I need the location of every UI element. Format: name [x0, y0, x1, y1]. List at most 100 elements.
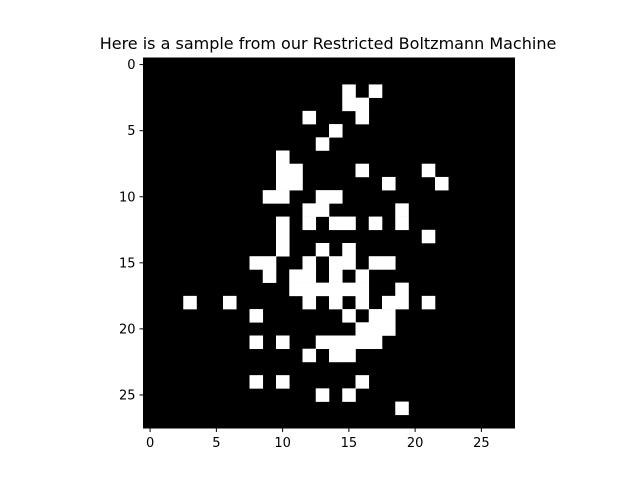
- heatmap-cell: [342, 309, 356, 323]
- y-tick-label: 10: [119, 190, 136, 205]
- x-tick-label: 0: [146, 436, 154, 451]
- heatmap-cell: [262, 269, 277, 283]
- heatmap-cell: [368, 216, 383, 231]
- heatmap-cell: [355, 282, 370, 297]
- heatmap-cell: [355, 269, 370, 283]
- heatmap-cell: [329, 256, 343, 270]
- heatmap-cell: [302, 282, 317, 297]
- heatmap-cell: [342, 216, 356, 231]
- plot-frame: [143, 57, 515, 429]
- y-tick-label: 5: [127, 124, 135, 139]
- heatmap-cell: [315, 190, 330, 204]
- heatmap-cell: [395, 203, 409, 217]
- x-tick-label: 5: [212, 436, 220, 451]
- heatmap-cell: [329, 190, 343, 204]
- heatmap-cell: [382, 295, 396, 310]
- x-tick-label: 20: [407, 436, 424, 451]
- y-tick-label: 0: [127, 58, 135, 73]
- heatmap-cell: [289, 176, 303, 191]
- heatmap-cell: [342, 243, 356, 257]
- heatmap-cell: [262, 190, 277, 204]
- heatmap-cell: [355, 335, 370, 350]
- heatmap-cell: [302, 216, 317, 231]
- heatmap-cell: [315, 388, 330, 402]
- heatmap-cell: [249, 335, 264, 350]
- heatmap-cell: [289, 269, 303, 283]
- heatmap-cell: [249, 256, 264, 270]
- heatmap-cell: [315, 243, 330, 257]
- heatmap-cell: [302, 269, 317, 283]
- x-tick-label: 15: [341, 436, 358, 451]
- heatmap-cell: [183, 295, 197, 310]
- heatmap-cell: [315, 203, 330, 217]
- heatmap-cell: [276, 176, 290, 191]
- heatmap-cell: [315, 137, 330, 151]
- heatmap-cell: [342, 282, 356, 297]
- heatmap-cell: [421, 229, 436, 244]
- y-tick-label: 15: [119, 256, 136, 271]
- heatmap-cell: [329, 282, 343, 297]
- heatmap-cell: [368, 309, 383, 323]
- heatmap-cell: [329, 348, 343, 363]
- heatmap-cell: [355, 295, 370, 310]
- y-axis: 0 5 10 15 20 25: [119, 58, 144, 403]
- heatmap-cell: [302, 256, 317, 270]
- heatmap-cells: [183, 84, 449, 416]
- heatmap-cell: [368, 335, 383, 350]
- x-axis: 0 5 10 15 20 25: [146, 428, 490, 451]
- chart-title: Here is a sample from our Restricted Bol…: [100, 34, 557, 53]
- heatmap-cell: [382, 176, 396, 191]
- heatmap-cell: [276, 229, 290, 244]
- heatmap-cell: [342, 348, 356, 363]
- x-tick-label: 10: [274, 436, 291, 451]
- heatmap-cell: [315, 335, 330, 350]
- heatmap-cell: [342, 84, 356, 98]
- y-tick-label: 25: [119, 388, 136, 403]
- x-tick-label: 25: [473, 436, 490, 451]
- heatmap-cell: [355, 163, 370, 178]
- heatmap-cell: [276, 163, 290, 178]
- heatmap-cell: [302, 203, 317, 217]
- heatmap-cell: [302, 295, 317, 310]
- heatmap-cell: [395, 295, 409, 310]
- heatmap-cell: [276, 150, 290, 165]
- heatmap-cell: [368, 322, 383, 336]
- heatmap-cell: [329, 124, 343, 138]
- heatmap-cell: [249, 309, 264, 323]
- heatmap-cell: [382, 256, 396, 270]
- heatmap-cell: [276, 190, 290, 204]
- heatmap-cell: [302, 110, 317, 125]
- heatmap-cell: [329, 216, 343, 231]
- heatmap-cell: [355, 110, 370, 125]
- heatmap-cell: [421, 163, 436, 178]
- heatmap-cell: [342, 335, 356, 350]
- heatmap-cell: [315, 282, 330, 297]
- heatmap-cell: [395, 401, 409, 416]
- heatmap-cell: [355, 375, 370, 389]
- heatmap-cell: [382, 322, 396, 336]
- heatmap-cell: [355, 97, 370, 112]
- heatmap-cell: [355, 322, 370, 336]
- heatmap-cell: [276, 243, 290, 257]
- heatmap-cell: [223, 295, 237, 310]
- heatmap-cell: [329, 269, 343, 283]
- heatmap-cell: [395, 216, 409, 231]
- heatmap-cell: [421, 295, 436, 310]
- heatmap-cell: [342, 97, 356, 112]
- heatmap-cell: [289, 282, 303, 297]
- heatmap-cell: [435, 176, 449, 191]
- heatmap-cell: [276, 335, 290, 350]
- heatmap-cell: [382, 309, 396, 323]
- heatmap-cell: [368, 84, 383, 98]
- heatmap-cell: [342, 388, 356, 402]
- heatmap-cell: [329, 295, 343, 310]
- heatmap-cell: [395, 282, 409, 297]
- heatmap-cell: [302, 348, 317, 363]
- heatmap-cell: [289, 163, 303, 178]
- heatmap-cell: [276, 216, 290, 231]
- heatmap-cell: [276, 375, 290, 389]
- heatmap-cell: [342, 256, 356, 270]
- heatmap-cell: [249, 375, 264, 389]
- heatmap-cell: [262, 256, 277, 270]
